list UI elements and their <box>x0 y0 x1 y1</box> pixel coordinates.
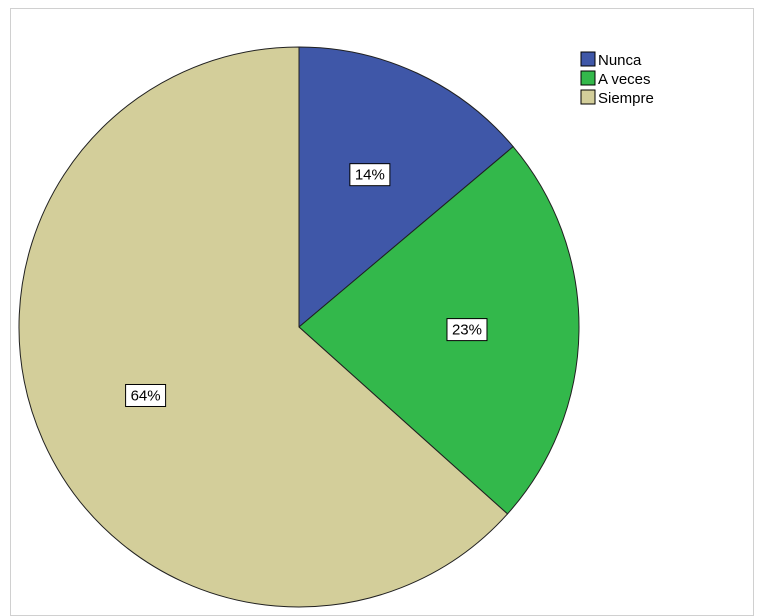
data-label-box <box>446 318 488 342</box>
legend-label: A veces <box>598 71 651 88</box>
pie-slices <box>18 46 580 608</box>
pie-slice-a-veces <box>298 145 580 515</box>
pie-slice-nunca <box>298 46 514 329</box>
data-label-text: 64% <box>131 387 161 404</box>
data-label-a-veces: 23% <box>446 318 488 342</box>
legend: Nunca A veces Siempre <box>580 51 654 107</box>
data-label-box <box>125 383 167 407</box>
data-label-text: 14% <box>355 167 385 184</box>
legend-item-nunca: Nunca <box>580 51 642 69</box>
legend-swatch <box>580 70 596 86</box>
legend-swatch <box>580 51 596 67</box>
legend-label: Siempre <box>598 90 654 107</box>
legend-label: Nunca <box>598 52 642 69</box>
legend-swatch <box>580 89 596 105</box>
pie-data-labels: 14% 23% 64% <box>125 163 488 407</box>
data-label-text: 23% <box>452 322 482 339</box>
data-label-box <box>349 163 391 187</box>
data-label-siempre: 64% <box>125 383 167 407</box>
pie-slice-siempre <box>18 46 509 608</box>
data-label-nunca: 14% <box>349 163 391 187</box>
legend-item-a-veces: A veces <box>580 70 651 88</box>
legend-item-siempre: Siempre <box>580 89 654 107</box>
